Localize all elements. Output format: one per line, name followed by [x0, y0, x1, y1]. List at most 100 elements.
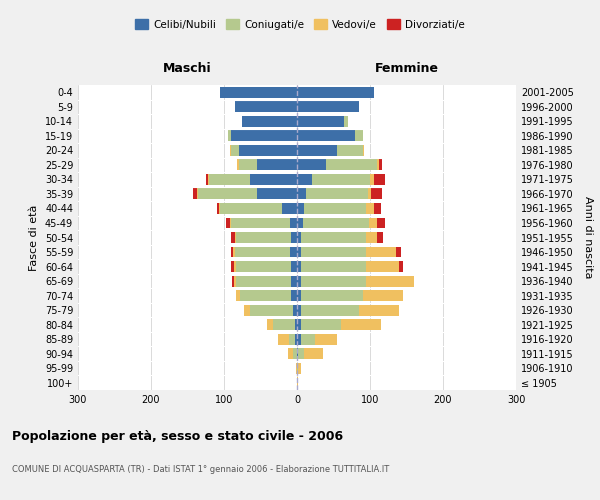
- Bar: [374, 203, 381, 214]
- Y-axis label: Fasce di età: Fasce di età: [29, 204, 39, 270]
- Bar: [303, 218, 368, 228]
- Bar: [379, 160, 382, 170]
- Bar: [297, 116, 344, 127]
- Bar: [298, 348, 304, 359]
- Bar: [193, 188, 197, 200]
- Bar: [220, 203, 283, 214]
- Bar: [240, 290, 291, 301]
- Bar: [232, 218, 290, 228]
- Bar: [297, 145, 337, 156]
- Bar: [199, 188, 257, 200]
- Bar: [297, 246, 301, 258]
- Bar: [377, 160, 379, 170]
- Bar: [311, 174, 370, 185]
- Text: Maschi: Maschi: [163, 62, 212, 75]
- Bar: [232, 145, 239, 156]
- Bar: [301, 261, 367, 272]
- Bar: [301, 304, 359, 316]
- Bar: [297, 174, 311, 185]
- Bar: [273, 319, 295, 330]
- Bar: [235, 246, 290, 258]
- Bar: [278, 334, 289, 344]
- Bar: [368, 218, 377, 228]
- Bar: [239, 145, 297, 156]
- Bar: [371, 188, 382, 200]
- Bar: [219, 203, 220, 214]
- Text: Femmine: Femmine: [374, 62, 439, 75]
- Bar: [295, 334, 297, 344]
- Bar: [297, 319, 301, 330]
- Bar: [232, 276, 234, 286]
- Bar: [362, 290, 403, 301]
- Bar: [377, 232, 383, 243]
- Bar: [377, 218, 385, 228]
- Bar: [359, 304, 399, 316]
- Bar: [235, 102, 297, 112]
- Bar: [250, 304, 293, 316]
- Bar: [326, 160, 377, 170]
- Bar: [293, 348, 297, 359]
- Bar: [297, 261, 301, 272]
- Bar: [337, 145, 362, 156]
- Bar: [291, 261, 297, 272]
- Bar: [370, 174, 374, 185]
- Bar: [367, 276, 414, 286]
- Bar: [237, 160, 239, 170]
- Bar: [295, 319, 297, 330]
- Bar: [399, 261, 403, 272]
- Bar: [297, 304, 301, 316]
- Bar: [208, 174, 209, 185]
- Text: Popolazione per età, sesso e stato civile - 2006: Popolazione per età, sesso e stato civil…: [12, 430, 343, 443]
- Bar: [374, 174, 385, 185]
- Bar: [341, 319, 381, 330]
- Bar: [293, 304, 297, 316]
- Bar: [297, 276, 301, 286]
- Bar: [298, 363, 301, 374]
- Bar: [301, 246, 367, 258]
- Bar: [301, 290, 362, 301]
- Bar: [226, 218, 230, 228]
- Bar: [209, 174, 250, 185]
- Bar: [297, 334, 301, 344]
- Bar: [304, 348, 323, 359]
- Bar: [290, 246, 297, 258]
- Bar: [296, 363, 297, 374]
- Bar: [368, 188, 371, 200]
- Bar: [297, 378, 298, 388]
- Bar: [244, 304, 250, 316]
- Bar: [367, 246, 395, 258]
- Bar: [304, 203, 367, 214]
- Bar: [234, 276, 236, 286]
- Bar: [291, 290, 297, 301]
- Bar: [297, 188, 306, 200]
- Text: COMUNE DI ACQUASPARTA (TR) - Dati ISTAT 1° gennaio 2006 - Elaborazione TUTTITALI: COMUNE DI ACQUASPARTA (TR) - Dati ISTAT …: [12, 465, 389, 474]
- Bar: [239, 160, 257, 170]
- Legend: Celibi/Nubili, Coniugati/e, Vedovi/e, Divorziati/e: Celibi/Nubili, Coniugati/e, Vedovi/e, Di…: [131, 15, 469, 34]
- Bar: [297, 232, 301, 243]
- Bar: [236, 261, 291, 272]
- Bar: [217, 203, 219, 214]
- Bar: [367, 261, 399, 272]
- Bar: [283, 203, 297, 214]
- Bar: [257, 160, 297, 170]
- Bar: [297, 160, 326, 170]
- Bar: [297, 218, 303, 228]
- Bar: [235, 232, 236, 243]
- Bar: [230, 218, 232, 228]
- Bar: [291, 232, 297, 243]
- Bar: [291, 276, 297, 286]
- Bar: [234, 261, 236, 272]
- Bar: [367, 232, 377, 243]
- Bar: [297, 290, 301, 301]
- Bar: [297, 87, 374, 98]
- Bar: [232, 130, 297, 141]
- Bar: [287, 348, 293, 359]
- Bar: [242, 116, 297, 127]
- Bar: [297, 348, 298, 359]
- Bar: [230, 261, 234, 272]
- Bar: [367, 203, 374, 214]
- Bar: [301, 334, 315, 344]
- Bar: [236, 276, 291, 286]
- Bar: [236, 232, 291, 243]
- Bar: [267, 319, 273, 330]
